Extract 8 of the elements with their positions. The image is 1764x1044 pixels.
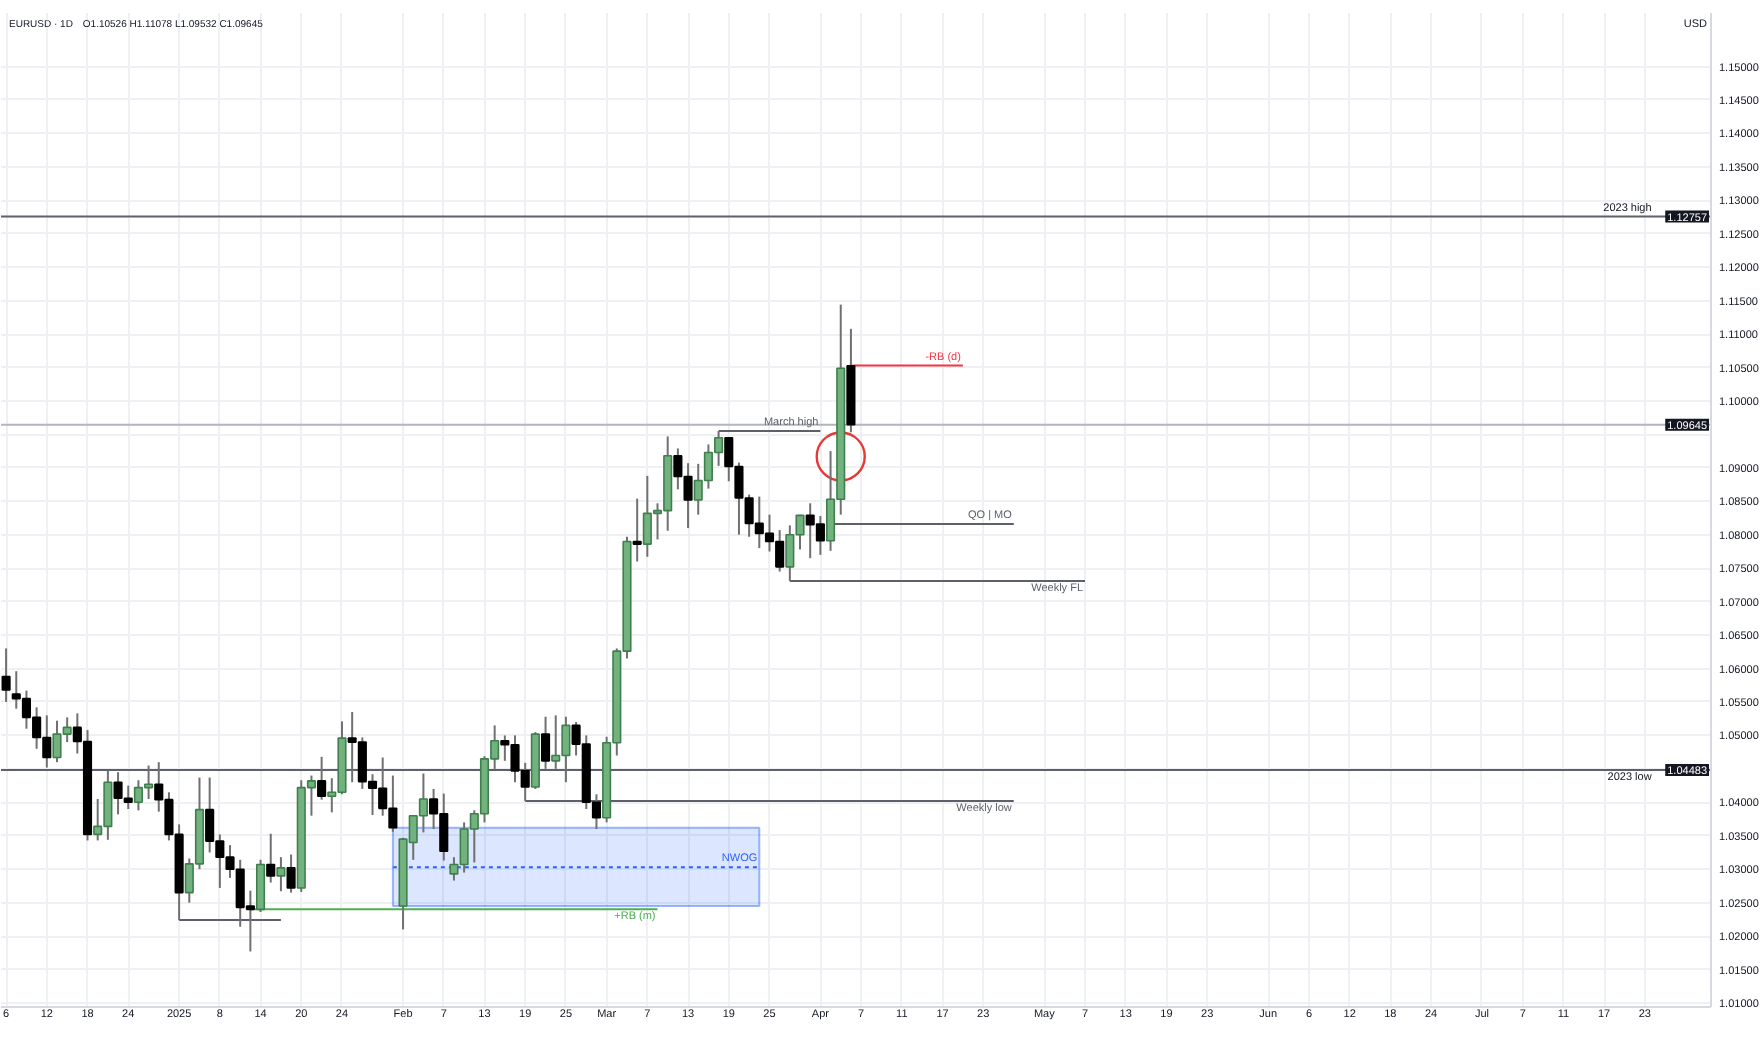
- candlestick: [540, 715, 551, 770]
- candlestick: [632, 497, 642, 563]
- candlestick: [1, 647, 11, 703]
- candlestick: [276, 856, 286, 893]
- candlestick: [317, 755, 327, 801]
- candlestick: [286, 853, 296, 894]
- candlestick: [255, 858, 266, 914]
- candlestick: [266, 832, 276, 884]
